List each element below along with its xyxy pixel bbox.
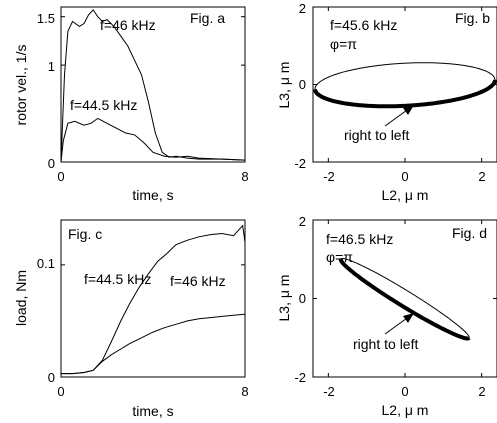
panel-d-subtitle: φ=π [326,249,353,265]
panel-b-arrowhead [403,105,414,115]
panel-a-ytick-0: 0 [48,156,55,171]
panel-b-ytick-2: 2 [299,1,306,16]
panel-a: Fig. a f=46 kHz f=44.5 kHz 0 1 1.5 0 8 t… [13,6,249,203]
panel-c-frame [60,219,246,378]
panel-b-ytick-neg2: -2 [294,156,306,171]
panel-b: Fig. b f=45.6 kHz φ=π right to left 2 0 … [276,1,497,203]
panel-d-label: Fig. d [452,225,487,241]
panel-c-annotation-46khz: f=46 kHz [170,273,226,289]
panel-d-annotation: right to left [353,336,418,352]
panel-a-xtick-0: 0 [57,169,64,184]
panel-c-series-46khz-line [61,313,246,375]
panel-a-ytick-1-5: 1.5 [37,11,55,26]
panel-b-xtick-2: 2 [478,169,485,184]
panel-b-orbit-upper-arc [314,62,496,90]
panel-d-xtick-neg2: -2 [323,384,335,399]
panel-a-xtick-8: 8 [241,169,248,184]
panel-a-series-46khz-line [60,9,246,163]
panel-d-ytick-2: 2 [299,214,306,229]
panel-d-orbit-upper-arc [340,258,470,339]
panel-d-xtick-2: 2 [478,384,485,399]
panel-b-subtitle: φ=π [330,36,357,52]
panel-b-title: f=45.6 kHz [330,17,397,33]
panel-c-xtick-8: 8 [241,384,248,399]
panel-d-xlabel: L2, μ m [382,402,429,418]
panel-a-xlabel: time, s [132,187,173,203]
panel-b-label: Fig. b [455,10,490,26]
panel-c-series-44-5khz-line [61,224,246,375]
panel-d-title: f=46.5 kHz [326,231,393,247]
panel-a-annotation-46khz: f=46 kHz [100,17,156,33]
panel-a-label: Fig. a [190,10,225,26]
panel-c-ytick-0: 0 [48,370,55,385]
panel-c-xtick-0: 0 [57,384,64,399]
panel-d-arrowhead [403,313,414,323]
panel-d-orbit-lower-arc [338,258,471,341]
panel-c-label: Fig. c [68,226,102,242]
panel-b-annotation: right to left [344,127,409,143]
panel-d-ylabel: L3, μ m [276,275,292,322]
panel-a-ytick-1: 1 [48,59,55,74]
panel-c-ylabel: load, Nm [13,270,29,326]
panel-c-xlabel: time, s [132,403,173,419]
panel-b-xlabel: L2, μ m [382,187,429,203]
panel-b-ytick-0: 0 [299,77,306,92]
panel-b-orbit-lower-arc [313,79,497,109]
panel-d-ytick-neg2: -2 [294,370,306,385]
panel-b-xtick-0: 0 [401,169,408,184]
panel-a-frame [60,6,246,163]
panel-d: Fig. d f=46.5 kHz φ=π right to left 2 0 … [276,214,497,418]
panel-b-xtick-neg2: -2 [323,169,335,184]
panel-a-annotation-44-5khz: f=44.5 kHz [70,97,137,113]
panel-d-xtick-0: 0 [401,384,408,399]
panel-a-ylabel: rotor vel., 1/s [13,45,29,126]
panel-d-ytick-0: 0 [299,291,306,306]
panel-a-series-44-5khz-line [60,117,246,163]
panel-b-ylabel: L3, μ m [276,62,292,109]
panel-c: Fig. c f=44.5 kHz f=46 kHz 0.1 0 0 8 tim… [13,219,249,419]
panel-c-annotation-44-5khz: f=44.5 kHz [84,271,151,287]
panel-c-ytick-0-1: 0.1 [37,256,55,271]
